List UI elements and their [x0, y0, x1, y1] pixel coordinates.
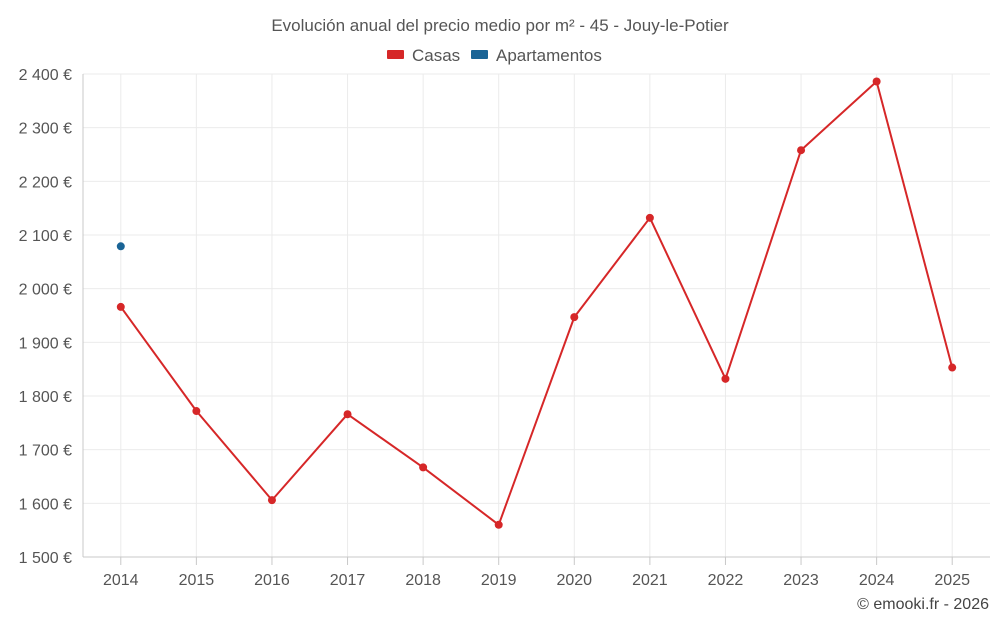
legend-swatch-apartamentos	[471, 50, 488, 59]
data-point-casas[interactable]	[645, 213, 654, 222]
x-tick-label: 2022	[708, 572, 744, 589]
data-point-casas[interactable]	[267, 496, 276, 505]
data-point-casas[interactable]	[116, 302, 125, 311]
y-tick-label: 1 500 €	[19, 550, 72, 567]
y-tick-label: 2 100 €	[19, 228, 72, 245]
x-tick-label: 2017	[330, 572, 366, 589]
legend: Casas Apartamentos	[387, 46, 602, 65]
series-casas	[116, 77, 957, 529]
y-tick-label: 1 600 €	[19, 496, 72, 513]
data-point-casas[interactable]	[721, 374, 730, 383]
x-tick-label: 2024	[859, 572, 895, 589]
credit-text: © emooki.fr - 2026	[857, 596, 989, 613]
series-apartamentos	[116, 242, 125, 251]
data-point-casas[interactable]	[948, 363, 957, 372]
grid	[83, 73, 990, 558]
y-tick-label: 1 900 €	[19, 335, 72, 352]
series-line-casas	[119, 80, 954, 526]
data-point-apartamentos[interactable]	[116, 242, 125, 251]
data-point-casas[interactable]	[494, 520, 503, 529]
x-tick-label: 2016	[254, 572, 290, 589]
data-point-casas[interactable]	[343, 410, 352, 419]
y-tick-label: 2 400 €	[19, 67, 72, 84]
x-tick-label: 2014	[103, 572, 139, 589]
x-tick-label: 2019	[481, 572, 517, 589]
x-tick-label: 2023	[783, 572, 819, 589]
y-tick-label: 2 200 €	[19, 174, 72, 191]
legend-label-casas: Casas	[412, 46, 460, 65]
axes: 1 500 € 1 600 € 1 700 € 1 800 € 1 900 € 2 000…	[19, 67, 990, 589]
y-tick-label: 1 800 €	[19, 389, 72, 406]
y-tick-label: 2 300 €	[19, 121, 72, 138]
legend-item-apartamentos[interactable]: Apartamentos	[471, 46, 602, 65]
series	[116, 77, 957, 529]
legend-swatch-casas	[387, 50, 404, 59]
data-point-casas[interactable]	[570, 313, 579, 322]
data-point-casas[interactable]	[797, 146, 806, 155]
x-tick-label: 2020	[556, 572, 592, 589]
y-tick-label: 1 700 €	[19, 443, 72, 460]
y-tick-label: 2 000 €	[19, 282, 72, 299]
data-point-casas[interactable]	[419, 463, 428, 472]
x-tick-label: 2021	[632, 572, 668, 589]
x-tick-label: 2025	[934, 572, 970, 589]
data-point-casas[interactable]	[192, 407, 201, 416]
legend-label-apartamentos: Apartamentos	[496, 46, 602, 65]
x-tick-label: 2018	[405, 572, 441, 589]
x-tick-label: 2015	[179, 572, 215, 589]
legend-item-casas[interactable]: Casas	[387, 46, 460, 65]
data-point-casas[interactable]	[872, 77, 881, 86]
chart-title: Evolución anual del precio medio por m² …	[271, 16, 729, 35]
